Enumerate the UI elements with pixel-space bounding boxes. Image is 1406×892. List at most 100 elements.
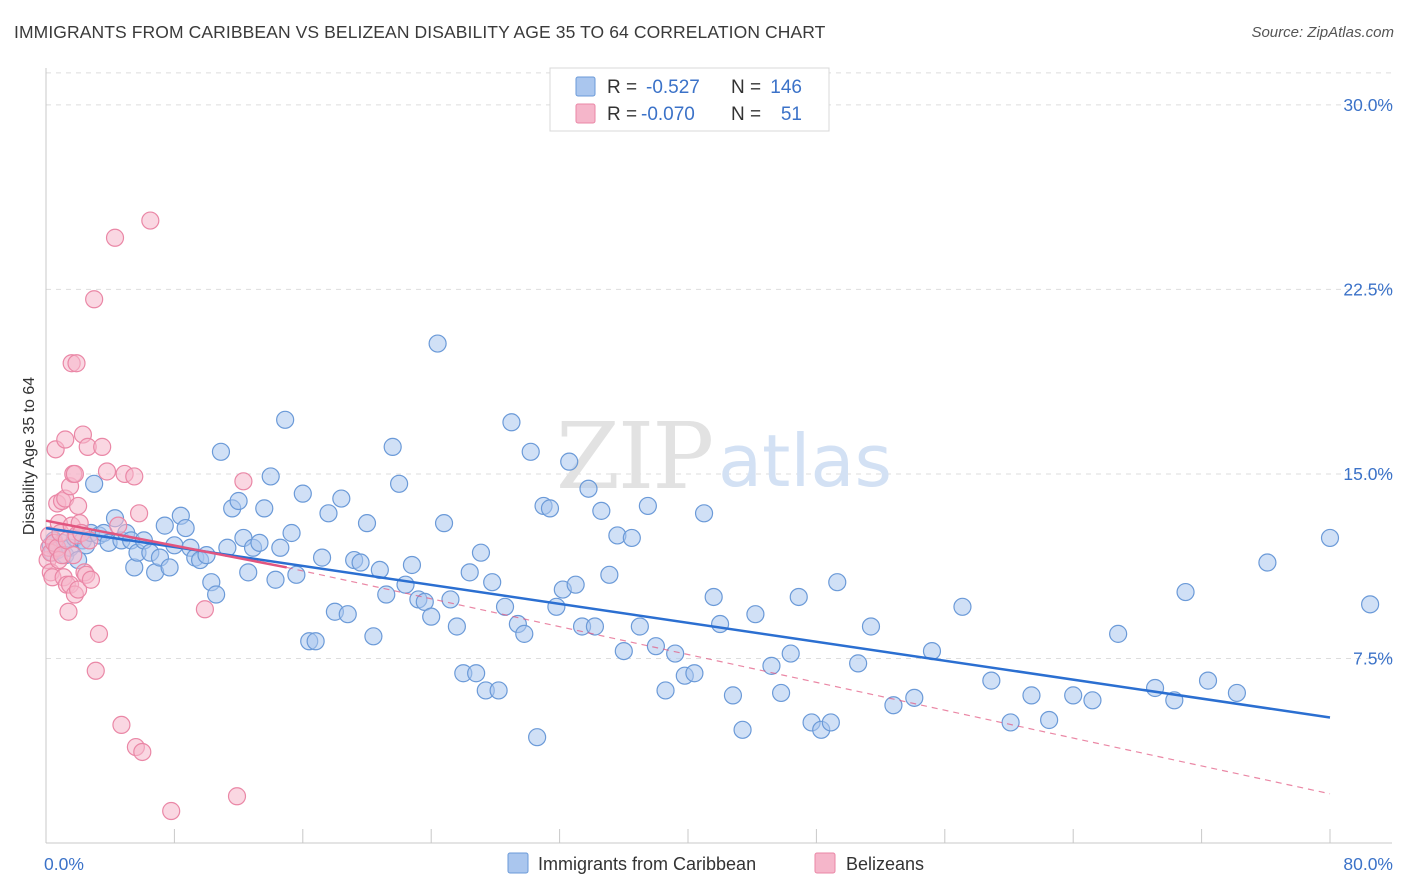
caribbean-point [614,641,633,661]
x-tick-label-max: 80.0% [1343,854,1393,874]
caribbean-point [390,474,409,493]
caribbean-point [1022,686,1041,705]
belizean-point [65,464,84,484]
trend-lines [45,519,1331,795]
belizean-trend-extension [286,566,1331,795]
series-legend: Immigrants from Caribbean Belizeans [507,852,924,874]
caribbean-point [762,656,781,675]
caribbean-point [155,516,174,535]
caribbean-point [685,664,704,683]
legend-swatch-caribbean [575,76,596,97]
caribbean-point [861,617,881,636]
legend-label-caribbean: Immigrants from Caribbean [538,854,756,874]
caribbean-point [646,637,666,656]
caribbean-point [528,728,547,747]
caribbean-point [1109,624,1128,643]
legend-r-value-belizean: -0.070 [641,104,695,125]
caribbean-point [905,688,924,707]
belizean-point [89,624,109,643]
caribbean-point [1145,678,1165,698]
caribbean-point [733,720,752,739]
belizean-point [109,516,128,535]
series-caribbean-points [41,334,1380,747]
caribbean-point [710,614,730,634]
caribbean-point [638,496,657,516]
caribbean-point [85,474,104,493]
caribbean-point [495,597,515,616]
caribbean-point [547,597,566,616]
belizean-point [85,290,104,309]
caribbean-point [489,681,508,700]
caribbean-point [1001,713,1020,732]
legend-n-value-belizean: 51 [781,104,802,125]
belizean-point [56,430,75,449]
caribbean-point [884,696,903,715]
caribbean-point [383,437,402,456]
caribbean-point [821,713,840,732]
caribbean-point [447,617,466,636]
belizean-point [125,467,144,486]
chart-title: IMMIGRANTS FROM CARIBBEAN VS BELIZEAN DI… [14,22,826,42]
belizean-point [195,600,214,619]
legend-swatch-belizean [575,103,596,124]
caribbean-point [953,597,972,616]
belizean-point [68,580,88,599]
caribbean-point [396,575,415,594]
caribbean-point [207,585,226,604]
legend-n-label-belizean: N = [731,104,761,125]
caribbean-point [1258,553,1277,572]
caribbean-point [694,504,714,523]
caribbean-point [1064,686,1083,705]
legend-r-value-caribbean: -0.527 [646,77,700,98]
caribbean-trend-line [45,526,1331,719]
belizean-point [86,661,105,680]
legend-swatch-belizean-bottom [814,852,836,874]
caribbean-point [592,501,611,520]
y-axis-label: Disability Age 35 to 64 [21,377,38,535]
x-tick-label-min: 0.0% [44,854,84,874]
belizean-point [81,570,101,589]
belizean-point [141,211,160,230]
y-tick-labels: 7.5% 15.0% 22.5% 30.0% [1343,95,1393,669]
belizean-point [133,742,152,762]
caribbean-point [261,467,280,486]
caribbean-point [351,553,370,572]
caribbean-point [176,518,195,538]
y-tick-label: 15.0% [1343,464,1393,484]
caribbean-point [460,563,479,582]
caribbean-point [422,607,441,626]
belizean-point [93,437,112,456]
watermark-atlas: atlas [718,419,892,503]
axes [45,68,1392,844]
caribbean-point [271,538,290,557]
caribbean-point [746,605,765,624]
caribbean-point [483,573,502,592]
caribbean-point [828,573,847,592]
caribbean-point [319,504,338,523]
caribbean-point [364,627,383,646]
caribbean-point [239,563,258,582]
caribbean-point [312,548,332,567]
caribbean-point [357,514,377,533]
watermark: ZIP atlas [556,403,892,510]
belizean-point [68,496,88,516]
caribbean-point [276,410,295,429]
caribbean-point [771,683,791,703]
caribbean-point [229,491,248,511]
caribbean-point [666,644,685,663]
legend-swatch-caribbean-bottom [507,852,529,874]
caribbean-point [781,644,800,663]
caribbean-point [1320,528,1340,548]
caribbean-point [306,632,325,651]
belizean-point [162,801,181,821]
caribbean-point [566,575,585,594]
caribbean-point [560,452,579,471]
caribbean-point [585,617,605,636]
caribbean-point [1227,683,1247,703]
caribbean-point [211,442,231,461]
caribbean-point [600,565,619,584]
y-tick-label: 22.5% [1343,279,1393,299]
caribbean-point [982,671,1001,690]
caribbean-point [377,585,396,604]
caribbean-point [515,624,534,643]
